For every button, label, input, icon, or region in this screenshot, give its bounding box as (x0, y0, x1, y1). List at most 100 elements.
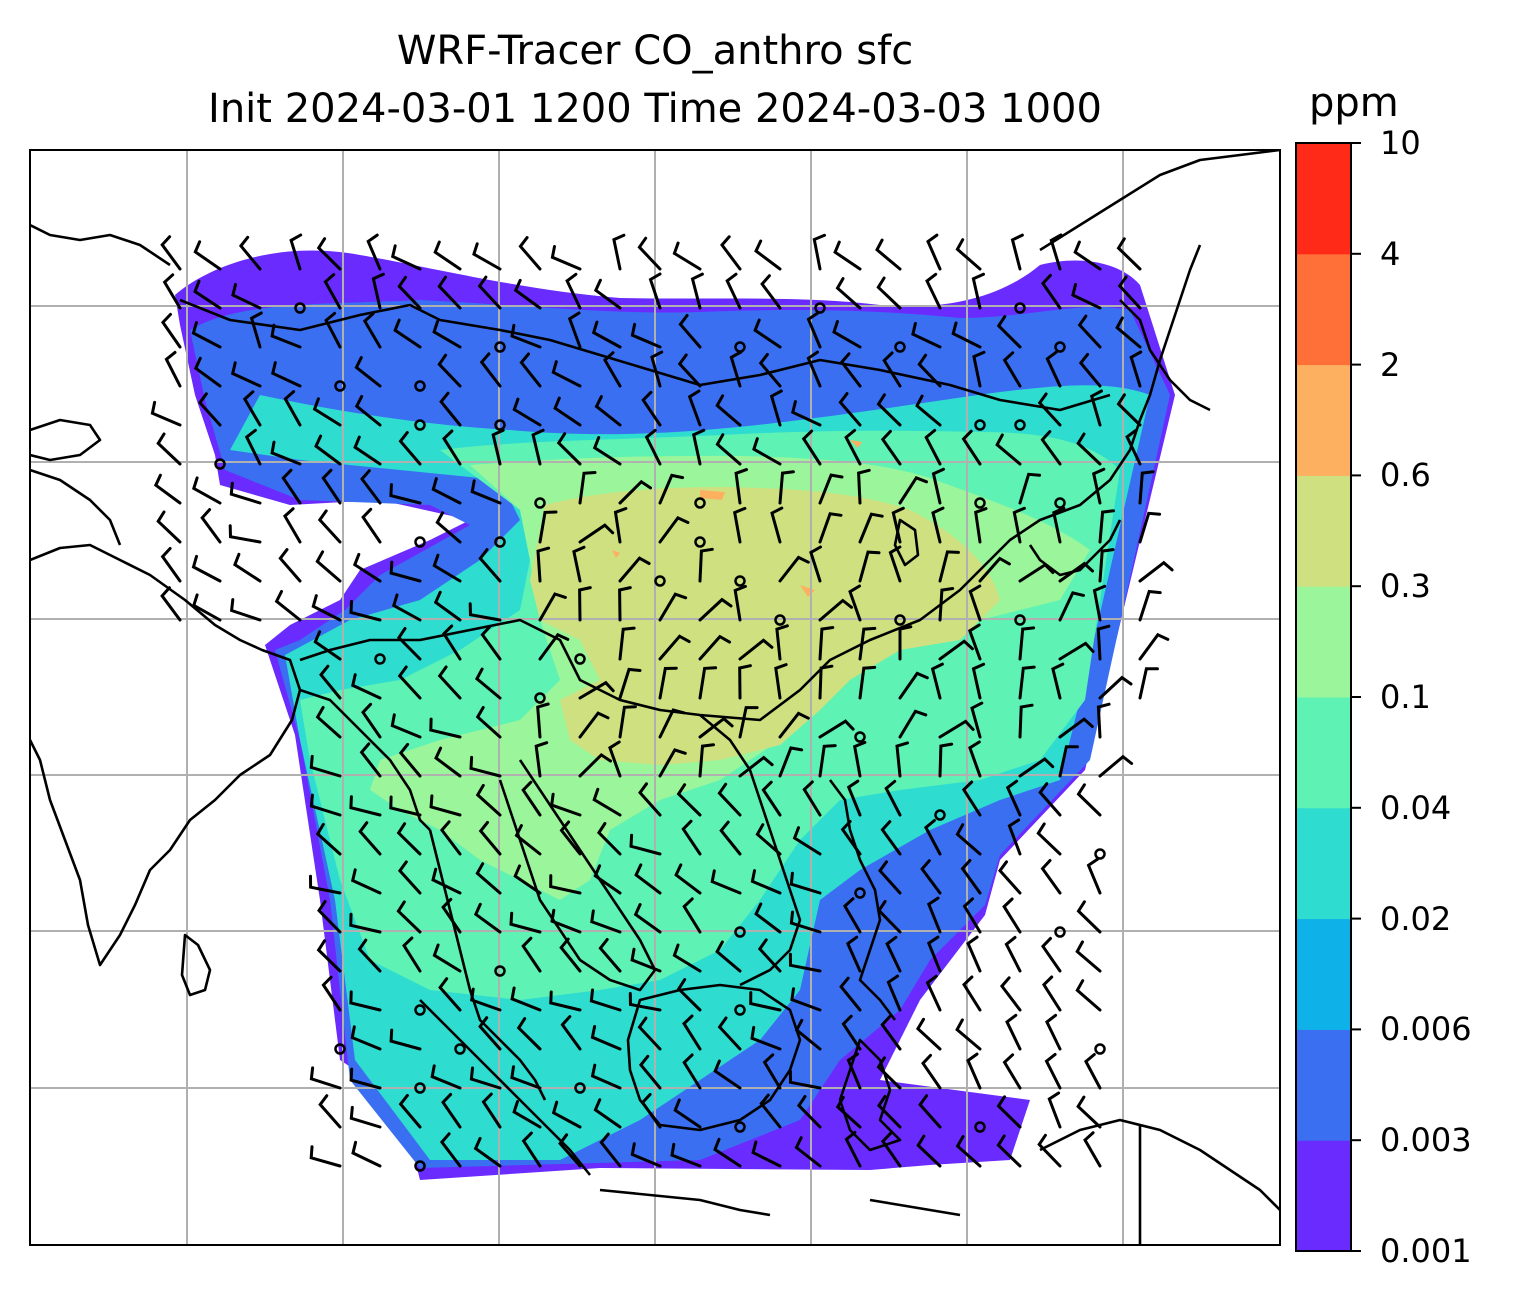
wind-barb (931, 506, 945, 544)
wind-barb (229, 598, 262, 622)
wind-barb (242, 390, 262, 427)
wind-barb (398, 431, 422, 466)
wind-barb (818, 744, 837, 778)
wind-barb (531, 428, 545, 466)
wind-barb (999, 976, 1022, 1012)
wind-barb (658, 666, 678, 700)
wind-barb (1007, 818, 1022, 856)
wind-barb (559, 820, 582, 856)
colorbar-frame (1295, 142, 1352, 1252)
wind-barb (778, 746, 804, 778)
wind-barb (682, 1053, 702, 1090)
wind-barb (637, 1016, 662, 1051)
wind-barb (757, 938, 782, 973)
coastline-vietnam (699, 714, 802, 987)
wind-barb (362, 312, 382, 349)
wind-barb (349, 1067, 382, 1090)
wind-barb (324, 311, 342, 349)
wind-barb (510, 323, 542, 349)
wind-barb (733, 506, 747, 544)
map-area (30, 150, 1280, 1245)
wind-barb (880, 820, 902, 856)
wind-barb (618, 586, 632, 622)
wind-barb (638, 1054, 662, 1090)
coastline-india (30, 543, 302, 967)
wind-barb (491, 428, 505, 466)
wind-barb (1071, 283, 1102, 310)
wind-barb (191, 554, 222, 583)
calm-marker (494, 341, 506, 353)
wind-barb (971, 662, 986, 700)
wind-barb (1058, 641, 1095, 661)
wind-barb (658, 516, 690, 544)
wind-barb (676, 783, 702, 817)
wind-barb (435, 511, 462, 544)
wind-barb (231, 282, 262, 310)
coastline-russia-far-east (1039, 150, 1280, 252)
wind-barb (1018, 562, 1055, 583)
wind-barb (842, 897, 862, 934)
wind-barb (1045, 350, 1062, 388)
colorbar-tick-label: 0.1 (1380, 678, 1431, 716)
calm-marker (734, 926, 746, 938)
wind-barb (848, 584, 862, 622)
wind-barb (876, 393, 902, 427)
wind-barb (1098, 754, 1134, 778)
wind-barb (473, 1136, 502, 1168)
wind-barb (978, 556, 1011, 583)
wind-barb (676, 978, 702, 1012)
wind-barb (281, 468, 302, 505)
wind-barb (960, 859, 982, 895)
wind-barb (358, 821, 382, 856)
wind-barb (717, 782, 742, 817)
wind-barb (754, 902, 782, 934)
wind-barb (1010, 233, 1024, 271)
calm-marker (494, 536, 506, 548)
calm-marker (574, 653, 586, 665)
wind-barb (752, 437, 782, 466)
wind-barb (468, 602, 502, 622)
wind-barb (553, 396, 582, 427)
coastline-new-guinea (1039, 1118, 1280, 1211)
wind-barb (351, 673, 382, 700)
wind-barb (1045, 1013, 1062, 1051)
calm-marker (734, 575, 746, 587)
wind-barb (402, 936, 422, 973)
wind-barb (858, 512, 884, 544)
border-china-south (299, 559, 991, 722)
colorbar-tick-label: 10 (1380, 124, 1421, 162)
wind-barb (314, 434, 342, 466)
wind-barb (637, 236, 662, 271)
calm-marker (414, 536, 426, 548)
wind-barb (599, 1132, 622, 1168)
wind-barb (762, 1053, 782, 1090)
wind-barb (698, 547, 714, 583)
wind-barb (478, 1016, 502, 1051)
colorbar-segment (1296, 253, 1351, 366)
wind-barb (670, 1142, 702, 1168)
wind-barb (640, 1093, 662, 1129)
calm-marker (694, 536, 706, 548)
wind-barb (283, 390, 302, 427)
calm-marker (374, 653, 386, 665)
wind-barb (717, 1016, 742, 1051)
wind-barb (648, 272, 662, 310)
wind-barb (710, 869, 742, 895)
wind-barb (915, 394, 942, 427)
calm-marker (534, 497, 546, 509)
wind-barb (475, 862, 502, 895)
wind-barb (791, 400, 822, 427)
wind-barb (160, 547, 182, 583)
calm-marker (974, 419, 986, 431)
wind-barb (156, 510, 182, 544)
coastline-arabia (30, 468, 122, 546)
wind-barb (962, 975, 982, 1012)
wind-barb (538, 632, 570, 661)
colorbar-tick-label: 4 (1380, 234, 1401, 273)
wind-barb (519, 352, 542, 388)
wind-barb (1002, 351, 1022, 388)
wind-barb (321, 468, 342, 505)
wind-barb (633, 903, 662, 934)
colorbar-tick-label: 2 (1380, 345, 1401, 384)
wind-barb (249, 311, 263, 349)
